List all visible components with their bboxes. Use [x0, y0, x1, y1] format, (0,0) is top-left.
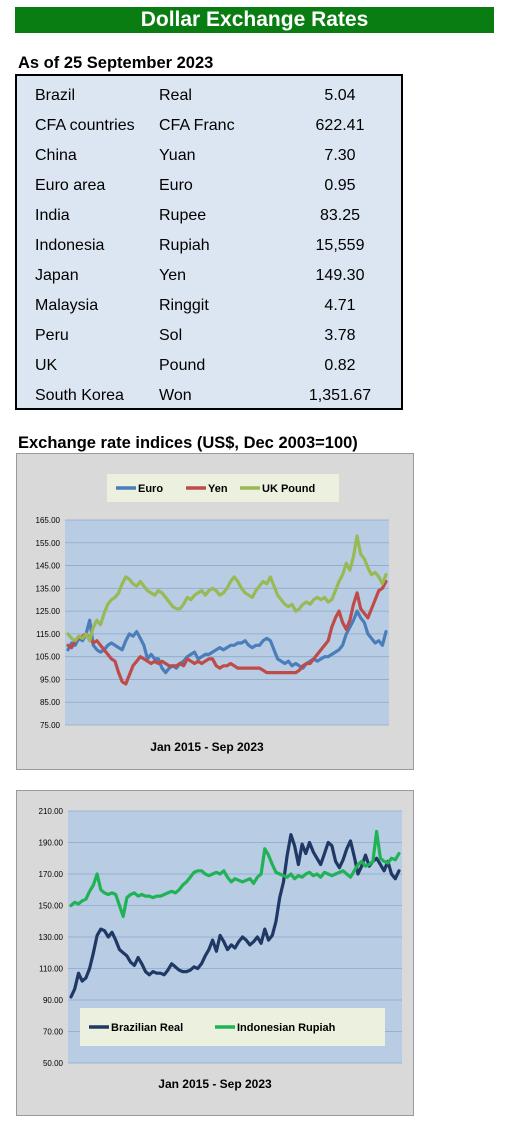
rate-country: Japan [35, 267, 79, 284]
y-tick-label: 170.00 [39, 870, 64, 879]
rate-row: Indonesia Rupiah 15,559 [17, 231, 401, 261]
x-axis-label: Jan 2015 - Sep 2023 [150, 740, 264, 754]
chart-euro-yen-pound-svg: 75.00 85.00 95.00 105.00 115.00 125.00 135.00 1… [36, 474, 389, 754]
rate-row: CFA countries CFA Franc 622.41 [17, 111, 401, 141]
x-axis-label: Jan 2015 - Sep 2023 [158, 1077, 272, 1091]
series-line-0 [66, 609, 388, 675]
rate-value: 0.95 [324, 177, 356, 194]
rate-currency: Rupiah [159, 237, 210, 254]
plot-area [65, 520, 389, 725]
rate-row: Euro area Euro 0.95 [17, 171, 401, 201]
y-tick-label: 115.00 [36, 630, 60, 639]
rate-currency: Yuan [159, 147, 196, 164]
y-tick-label: 75.00 [40, 721, 61, 730]
y-tick-label: 105.00 [36, 653, 61, 662]
rate-country: Brazil [35, 87, 76, 104]
rate-country: South Korea [35, 387, 124, 404]
rate-country: Malaysia [35, 297, 99, 314]
rate-country: Peru [35, 327, 69, 344]
rate-currency: Real [159, 87, 192, 104]
rate-currency: Sol [159, 327, 183, 344]
rate-row: Malaysia Ringgit 4.71 [17, 291, 401, 321]
legend-label: Indonesian Rupiah [237, 1022, 336, 1034]
rate-value: 3.78 [324, 327, 356, 344]
y-tick-label: 110.00 [39, 965, 63, 974]
legend-label: Yen [208, 483, 228, 495]
series-line-2 [66, 534, 388, 643]
y-tick-label: 70.00 [43, 1028, 64, 1037]
rate-value: 7.30 [324, 147, 356, 164]
indices-heading: Exchange rate indices (US$, Dec 2003=100… [18, 434, 358, 452]
rate-row: India Rupee 83.25 [17, 201, 401, 231]
rate-currency: Euro [159, 177, 193, 194]
rate-currency: Pound [159, 357, 206, 374]
rate-row: UK Pound 0.82 [17, 351, 401, 381]
y-tick-label: 150.00 [39, 902, 64, 911]
rate-row: South Korea Won 1,351.67 [17, 381, 401, 411]
rate-value: 4.71 [324, 297, 356, 314]
rate-value: 0.82 [324, 357, 356, 374]
y-tick-label: 165.00 [36, 516, 61, 525]
rate-value: 83.25 [319, 207, 361, 224]
rate-country: Indonesia [35, 237, 105, 254]
rate-value: 149.30 [315, 267, 365, 284]
y-tick-label: 125.00 [36, 607, 61, 616]
page-banner: Dollar Exchange Rates [15, 7, 494, 33]
rates-table: Brazil Real 5.04 CFA countries CFA Franc 622.… [15, 74, 403, 410]
series-line-1 [66, 579, 388, 686]
rate-row: Peru Sol 3.78 [17, 321, 401, 351]
rate-currency: Yen [159, 267, 186, 284]
y-tick-label: 130.00 [39, 933, 64, 942]
rate-country: China [35, 147, 77, 164]
rate-value: 5.04 [324, 87, 356, 104]
series-line-0 [69, 832, 401, 999]
rate-currency: Ringgit [159, 297, 209, 314]
series-line-1 [69, 829, 401, 919]
legend-label: Brazilian Real [111, 1022, 183, 1034]
rate-value: 1,351.67 [308, 387, 372, 404]
y-tick-label: 95.00 [40, 675, 61, 684]
y-tick-label: 90.00 [43, 996, 64, 1005]
legend-box [107, 474, 339, 502]
rates-heading: As of 25 September 2023 [18, 54, 214, 72]
y-tick-label: 210.00 [39, 807, 64, 816]
y-tick-label: 50.00 [43, 1059, 64, 1068]
chart-real-rupiah: 50.00 70.00 90.00 110.00 130.00 150.00 170.00 1… [16, 790, 414, 1116]
rate-value: 622.41 [315, 117, 365, 134]
y-tick-label: 135.00 [36, 584, 61, 593]
y-tick-label: 85.00 [40, 698, 61, 707]
rate-row: Japan Yen 149.30 [17, 261, 401, 291]
rate-row: China Yuan 7.30 [17, 141, 401, 171]
rate-currency: Won [159, 387, 192, 404]
rate-currency: Rupee [159, 207, 207, 224]
chart-euro-yen-pound: 75.00 85.00 95.00 105.00 115.00 125.00 135.00 1… [16, 453, 414, 770]
y-tick-label: 145.00 [36, 562, 61, 571]
rate-value: 15,559 [315, 237, 365, 254]
rate-country: CFA countries [35, 117, 135, 134]
legend-label: UK Pound [262, 483, 315, 495]
chart-real-rupiah-svg: 50.00 70.00 90.00 110.00 130.00 150.00 170.00 1… [39, 807, 402, 1091]
rate-country: India [35, 207, 70, 224]
y-tick-label: 190.00 [39, 839, 64, 848]
y-tick-label: 155.00 [36, 539, 61, 548]
rate-row: Brazil Real 5.04 [17, 81, 401, 111]
legend-label: Euro [138, 483, 163, 495]
rate-country: Euro area [35, 177, 106, 194]
rate-currency: CFA Franc [159, 117, 235, 134]
rate-country: UK [35, 357, 58, 374]
